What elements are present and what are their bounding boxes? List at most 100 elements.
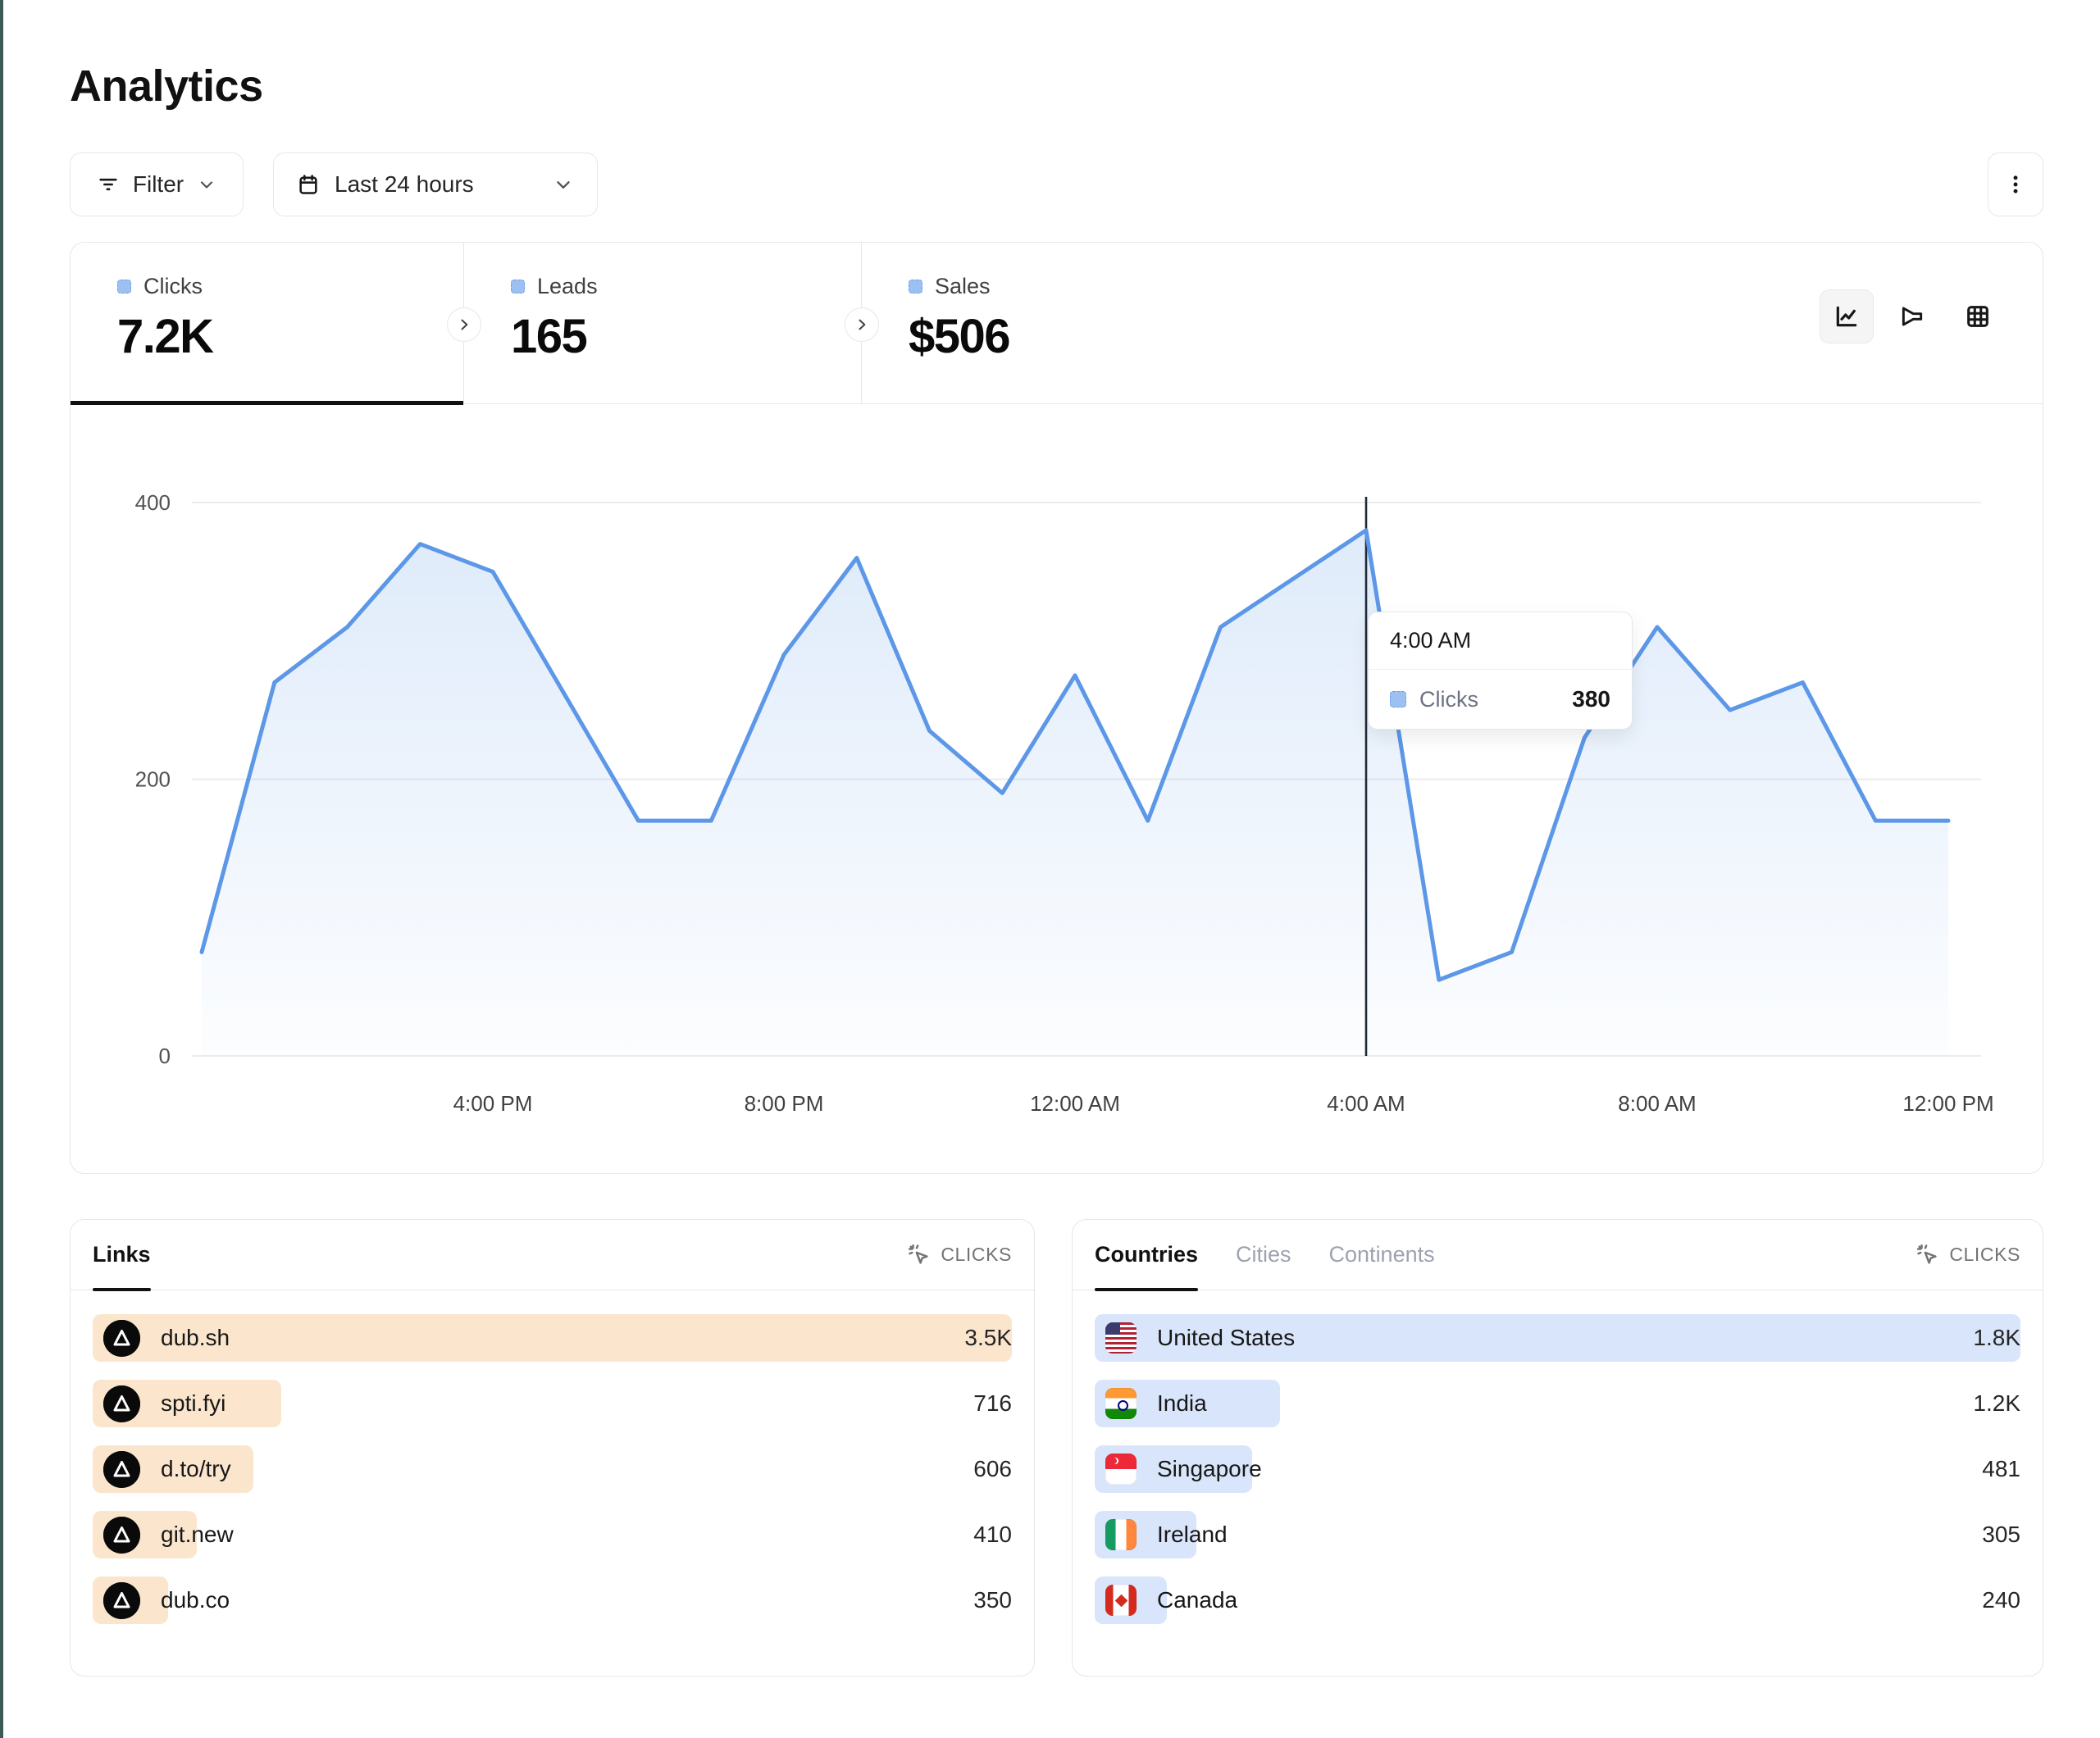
flag-us-icon [1105,1322,1137,1354]
date-range-label: Last 24 hours [335,171,474,197]
sales-legend-marker [909,280,922,293]
row-clicks-value: 606 [973,1456,1012,1481]
country-label: India [1157,1390,1207,1416]
countries-panel: Countries Cities Continents CLICKS Unite… [1072,1219,2043,1677]
links-metric-label: CLICKS [941,1244,1012,1265]
chart-tooltip: 4:00 AM Clicks 380 [1368,612,1633,730]
grid-table-icon [1965,303,1991,330]
tab-countries[interactable]: Countries [1095,1220,1199,1291]
country-label: United States [1157,1325,1296,1350]
stat-label: Sales [935,274,991,298]
tooltip-legend-marker [1390,691,1406,707]
toolbar: Filter Last 24 hours [70,152,2043,216]
flag-ie-icon [1105,1519,1137,1550]
link-row[interactable]: git.new 410 [93,1511,1012,1558]
flag-in-icon [1105,1388,1137,1419]
x-axis-tick-label: 12:00 PM [1902,1091,1993,1116]
expand-leads-button[interactable] [845,307,879,342]
link-label: d.to/try [161,1456,231,1481]
y-axis-tick-label: 200 [135,767,171,792]
tab-links[interactable]: Links [93,1220,151,1291]
links-list: dub.sh 3.5K spti.fyi 716 d.to/try 606 git.new 4… [71,1290,1034,1648]
flag-sg-icon [1105,1454,1137,1485]
links-panel: Links CLICKS dub.sh 3.5K spti.fyi 716 d.to/t… [70,1219,1035,1677]
chevron-down-icon [197,175,216,194]
dub-favicon-icon [103,1581,140,1619]
link-label: dub.sh [161,1325,230,1350]
tooltip-value: 380 [1572,686,1610,712]
link-row[interactable]: dub.co 350 [93,1576,1012,1624]
stat-label: Leads [537,274,598,298]
row-clicks-value: 1.2K [1973,1390,2020,1416]
x-axis-tick-label: 8:00 PM [745,1091,824,1116]
country-row[interactable]: Ireland 305 [1095,1511,2020,1558]
more-options-button[interactable] [1988,152,2043,216]
clicks-chart-svg: 0 200 400 4:00 PM 8:00 PM 12:00 AM 4:00 AM 8:00… [135,490,1994,1116]
funnel-view-button[interactable] [1885,289,1939,344]
tab-leads[interactable]: Leads 165 [464,243,862,403]
row-bar [93,1314,1012,1362]
tab-cities[interactable]: Cities [1236,1242,1291,1267]
line-chart-icon [1834,303,1860,330]
analytics-chart-card: Clicks 7.2K Leads 165 Sales $506 [70,242,2043,1174]
chart-view-toggles [1820,289,2005,344]
tab-clicks[interactable]: Clicks 7.2K [71,243,464,405]
y-axis-tick-label: 400 [135,490,171,515]
link-row[interactable]: d.to/try 606 [93,1445,1012,1493]
y-axis-tick-label: 0 [159,1044,171,1068]
flag-ca-icon [1105,1585,1137,1616]
funnel-icon [1899,303,1925,330]
table-view-button[interactable] [1951,289,2005,344]
chevron-right-icon [854,316,870,333]
filter-icon [97,173,120,196]
leads-value: 165 [511,310,588,363]
link-label: spti.fyi [161,1390,226,1416]
country-row[interactable]: Canada 240 [1095,1576,2020,1624]
countries-metric-label: CLICKS [1949,1244,2020,1265]
link-row[interactable]: dub.sh 3.5K [93,1314,1012,1362]
page-title: Analytics [70,61,263,111]
tooltip-series-label: Clicks [1419,686,1478,712]
row-clicks-value: 240 [1982,1587,2020,1613]
line-chart-view-button[interactable] [1820,289,1874,344]
row-bar [1095,1314,2020,1362]
dub-favicon-icon [103,1385,140,1422]
left-edge-strip [0,0,3,1738]
link-label: git.new [161,1522,234,1547]
dub-favicon-icon [103,1516,140,1554]
stat-label: Clicks [143,274,203,298]
x-axis-tick-label: 12:00 AM [1030,1091,1120,1116]
clicks-value: 7.2K [117,310,214,363]
cursor-click-icon [1916,1243,1940,1267]
stats-row: Clicks 7.2K Leads 165 Sales $506 [71,243,2043,405]
date-range-button[interactable]: Last 24 hours [273,152,598,216]
row-clicks-value: 305 [1982,1522,2020,1547]
filter-button[interactable]: Filter [70,152,244,216]
country-label: Canada [1157,1587,1238,1613]
dub-favicon-icon [103,1319,140,1357]
row-clicks-value: 716 [973,1390,1012,1416]
tab-sales[interactable]: Sales $506 [862,243,1260,403]
links-metric-header[interactable]: CLICKS [907,1243,1012,1267]
leads-legend-marker [511,280,525,293]
expand-clicks-button[interactable] [447,307,481,342]
chevron-down-icon [553,174,574,195]
country-row[interactable]: United States 1.8K [1095,1314,2020,1362]
tab-continents[interactable]: Continents [1328,1242,1435,1267]
country-row[interactable]: Singapore 481 [1095,1445,2020,1493]
calendar-icon [297,173,320,196]
cursor-click-icon [907,1243,932,1267]
countries-metric-header[interactable]: CLICKS [1916,1243,2020,1267]
country-label: Ireland [1157,1522,1228,1547]
filter-label: Filter [132,171,184,197]
x-axis-tick-label: 8:00 AM [1618,1091,1696,1116]
clicks-time-series-chart[interactable]: 0 200 400 4:00 PM 8:00 PM 12:00 AM 4:00 AM 8:00… [71,404,2041,1173]
country-row[interactable]: India 1.2K [1095,1380,2020,1427]
row-clicks-value: 350 [973,1587,1012,1613]
link-row[interactable]: spti.fyi 716 [93,1380,1012,1427]
row-clicks-value: 410 [973,1522,1012,1547]
row-clicks-value: 481 [1982,1456,2020,1481]
tooltip-time: 4:00 AM [1369,612,1632,670]
dub-favicon-icon [103,1450,140,1488]
chevron-right-icon [456,316,472,333]
